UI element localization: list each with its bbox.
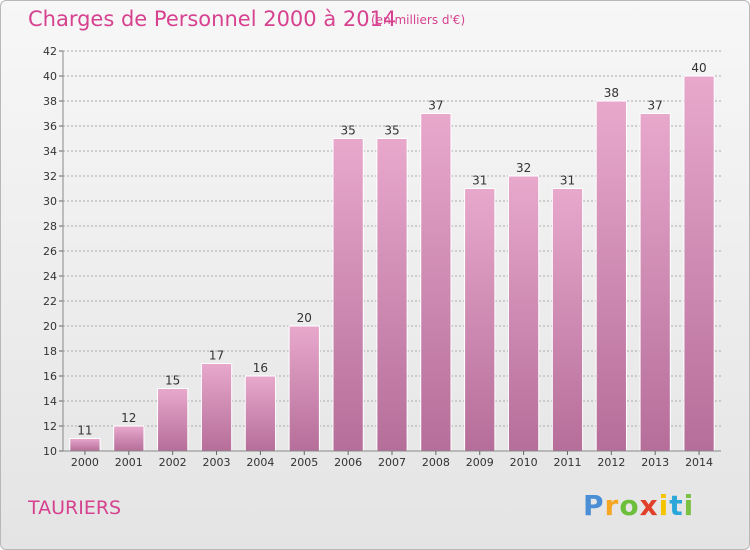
logo-letter: P xyxy=(583,489,605,522)
x-tick-label: 2012 xyxy=(597,456,625,469)
data-label: 31 xyxy=(560,174,575,188)
data-label: 40 xyxy=(691,61,706,75)
bar xyxy=(157,388,189,452)
x-tick-label: 2014 xyxy=(685,456,713,469)
chart-subtitle: (en milliers d'€) xyxy=(371,13,466,27)
y-tick-label: 18 xyxy=(43,345,57,358)
data-label: 35 xyxy=(384,124,399,138)
data-label: 37 xyxy=(428,99,443,113)
y-tick-label: 16 xyxy=(43,370,57,383)
logo-letter: o xyxy=(619,489,640,522)
y-tick-label: 40 xyxy=(43,70,57,83)
axes: 10 12 14 16 18 20 22 24 26 28 30 32 34 36 38 40 42 2000 20… xyxy=(43,45,721,469)
x-tick-label: 2007 xyxy=(378,456,406,469)
y-tick-label: 26 xyxy=(43,245,57,258)
bar xyxy=(420,113,452,452)
x-tick-label: 2003 xyxy=(203,456,231,469)
bar xyxy=(683,75,715,452)
x-tick-label: 2001 xyxy=(115,456,143,469)
y-tick-label: 22 xyxy=(43,295,57,308)
bar xyxy=(464,188,496,452)
x-tick-label: 2006 xyxy=(334,456,362,469)
bar xyxy=(639,113,671,452)
bar xyxy=(288,325,320,452)
bar xyxy=(376,138,408,452)
bar xyxy=(551,188,584,452)
x-tick-label: 2005 xyxy=(290,456,318,469)
y-tick-label: 42 xyxy=(43,45,57,58)
bars xyxy=(69,75,715,452)
bar xyxy=(332,138,364,452)
bar xyxy=(595,100,627,452)
y-tick-label: 32 xyxy=(43,170,57,183)
x-tick-label: 2009 xyxy=(466,456,494,469)
commune-name: TAURIERS xyxy=(28,497,122,519)
x-tick-label: 2008 xyxy=(422,456,450,469)
y-tick-label: 36 xyxy=(43,120,57,133)
bar xyxy=(69,438,101,452)
data-label: 37 xyxy=(648,99,663,113)
x-tick-label: 2010 xyxy=(510,456,538,469)
y-tick-label: 30 xyxy=(43,195,57,208)
y-tick-label: 14 xyxy=(43,395,57,408)
data-label: 11 xyxy=(77,424,92,438)
x-tick-label: 2011 xyxy=(553,456,581,469)
data-label: 32 xyxy=(516,161,531,175)
bar xyxy=(507,175,540,452)
y-tick-label: 12 xyxy=(43,420,57,433)
x-tick-label: 2013 xyxy=(641,456,669,469)
data-label: 12 xyxy=(121,411,136,425)
y-tick-label: 38 xyxy=(43,95,57,108)
y-tick-label: 34 xyxy=(43,145,57,158)
logo-letter: r xyxy=(604,489,620,522)
data-labels: 11 12 15 17 16 20 35 35 37 31 32 31 38 37 40 xyxy=(77,61,706,438)
y-tick-label: 24 xyxy=(43,270,57,283)
data-label: 20 xyxy=(297,311,312,325)
data-label: 35 xyxy=(340,124,355,138)
y-tick-label: 28 xyxy=(43,220,57,233)
x-tick-label: 2000 xyxy=(71,456,99,469)
proxiti-logo: Proxiti xyxy=(583,489,694,522)
bar xyxy=(244,375,277,452)
logo-letter: x xyxy=(639,489,659,522)
logo-letter: i xyxy=(683,489,695,522)
logo-letter: t xyxy=(669,489,684,522)
data-label: 16 xyxy=(253,361,268,375)
logo-letter: i xyxy=(658,489,670,522)
x-tick-label: 2004 xyxy=(246,456,274,469)
y-tick-label: 10 xyxy=(43,445,57,458)
x-tick-label: 2002 xyxy=(159,456,187,469)
data-label: 15 xyxy=(165,374,180,388)
bar xyxy=(200,363,233,452)
bar xyxy=(113,425,145,452)
data-label: 38 xyxy=(604,86,619,100)
chart-title: Charges de Personnel 2000 à 2014 xyxy=(28,7,397,31)
data-label: 17 xyxy=(209,349,224,363)
y-tick-label: 20 xyxy=(43,320,57,333)
data-label: 31 xyxy=(472,174,487,188)
